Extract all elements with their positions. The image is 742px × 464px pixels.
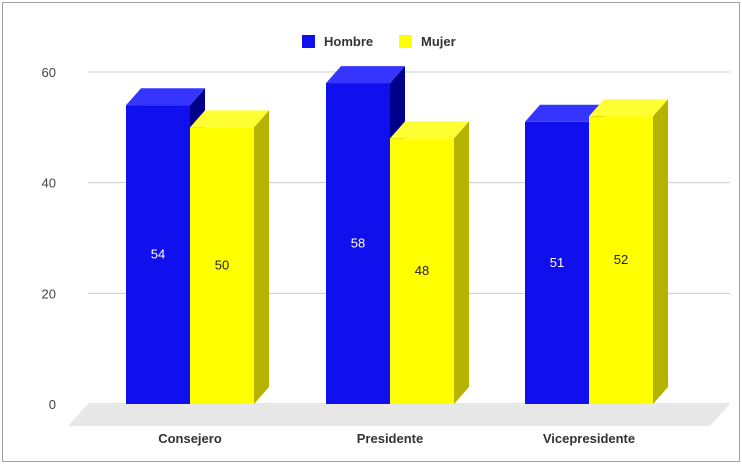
bar-data-label: 48 — [415, 263, 429, 278]
y-tick-label: 20 — [42, 286, 56, 301]
bar — [190, 127, 254, 404]
bar-side — [454, 121, 469, 405]
bar-top — [126, 88, 205, 106]
bar-group: 48 — [390, 121, 469, 405]
legend-label-hombre: Hombre — [324, 34, 373, 49]
x-axis-labels: Consejero Presidente Vicepresidente — [158, 431, 635, 446]
bar — [326, 83, 390, 405]
bar — [525, 121, 589, 405]
bar-group: 50 — [190, 110, 269, 404]
x-tick-label: Consejero — [158, 431, 222, 446]
y-tick-label: 40 — [42, 176, 56, 191]
bar-data-label: 54 — [151, 247, 165, 262]
bar-group: 52 — [589, 99, 668, 405]
bar — [589, 116, 653, 405]
y-tick-label: 60 — [42, 65, 56, 80]
bar-top — [326, 66, 405, 84]
bar — [126, 105, 190, 404]
legend: Hombre Mujer — [302, 34, 456, 49]
legend-swatch-hombre — [302, 35, 315, 48]
x-tick-label: Vicepresidente — [543, 431, 635, 446]
y-axis-ticks: 0 20 40 60 — [42, 65, 56, 412]
bar-top — [589, 99, 668, 117]
bar — [390, 138, 454, 404]
bar-top — [525, 104, 604, 122]
bar-data-label: 51 — [550, 255, 564, 270]
bars: 54 50 58 48 51 52 — [126, 66, 668, 405]
y-tick-label: 0 — [49, 397, 56, 412]
bar-top — [190, 110, 269, 128]
bar-side — [653, 99, 668, 405]
bar-data-label: 58 — [351, 236, 365, 251]
bar-data-label: 52 — [614, 252, 628, 267]
legend-swatch-mujer — [399, 35, 412, 48]
legend-label-mujer: Mujer — [421, 34, 456, 49]
chart-floor — [68, 404, 730, 426]
bar-top — [390, 121, 469, 139]
x-tick-label: Presidente — [357, 431, 423, 446]
bar-side — [254, 110, 269, 404]
bar-data-label: 50 — [215, 258, 229, 273]
